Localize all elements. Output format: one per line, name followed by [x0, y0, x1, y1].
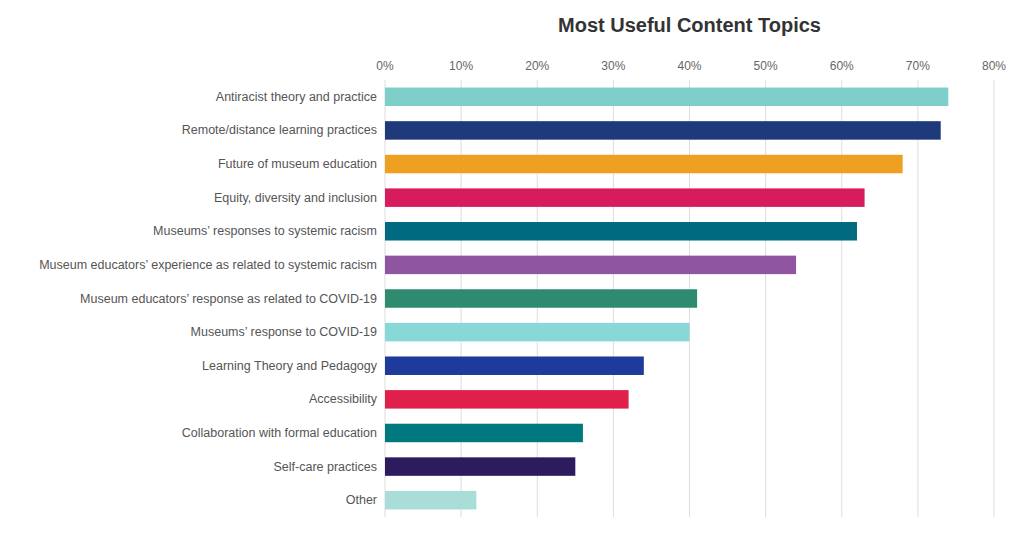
chart-container: Most Useful Content Topics 0% 10% 20% 30% 40%… — [0, 0, 1024, 533]
y-tick-label: Learning Theory and Pedagogy — [202, 359, 378, 373]
bar — [385, 424, 583, 442]
grid-line — [841, 80, 842, 517]
y-tick-label: Collaboration with formal education — [182, 426, 377, 440]
y-tick-label: Future of museum education — [218, 157, 377, 171]
x-tick-label: 80% — [982, 59, 1006, 73]
y-tick-label: Antiracist theory and practice — [216, 90, 377, 104]
x-tick-label: 30% — [601, 59, 625, 73]
bar — [385, 121, 941, 139]
bar — [385, 256, 796, 274]
x-tick-label: 50% — [754, 59, 778, 73]
x-tick-label: 0% — [376, 59, 394, 73]
x-tick-label: 10% — [449, 59, 473, 73]
bar — [385, 289, 697, 307]
bar — [385, 390, 629, 408]
chart-title: Most Useful Content Topics — [558, 14, 821, 36]
y-tick-label: Other — [346, 493, 377, 507]
bars — [385, 88, 948, 510]
bar — [385, 188, 865, 206]
grid-line — [994, 80, 995, 517]
bar — [385, 491, 476, 509]
y-tick-label: Museums’ response to COVID-19 — [191, 325, 377, 339]
bar — [385, 457, 575, 475]
bar — [385, 323, 690, 341]
bar — [385, 222, 857, 240]
y-tick-label: Museum educators’ response as related to… — [80, 292, 377, 306]
x-tick-label: 70% — [906, 59, 930, 73]
y-tick-label: Self-care practices — [273, 460, 377, 474]
bar — [385, 88, 948, 106]
x-axis: 0% 10% 20% 30% 40% 50% 60% 70% 80% — [376, 59, 1006, 73]
y-tick-label: Accessibility — [309, 392, 378, 406]
chart-svg: Most Useful Content Topics 0% 10% 20% 30% 40%… — [0, 0, 1024, 533]
y-tick-label: Remote/distance learning practices — [182, 123, 377, 137]
y-axis: Antiracist theory and practice Remote/dis… — [39, 90, 378, 507]
bar — [385, 356, 644, 374]
grid — [385, 80, 994, 517]
x-tick-label: 60% — [830, 59, 854, 73]
grid-line — [917, 80, 918, 517]
y-tick-label: Equity, diversity and inclusion — [214, 191, 377, 205]
x-tick-label: 40% — [677, 59, 701, 73]
grid-line — [765, 80, 766, 517]
y-tick-label: Museum educators’ experience as related … — [39, 258, 377, 272]
bar — [385, 155, 903, 173]
y-tick-label: Museums’ responses to systemic racism — [153, 224, 377, 238]
x-tick-label: 20% — [525, 59, 549, 73]
